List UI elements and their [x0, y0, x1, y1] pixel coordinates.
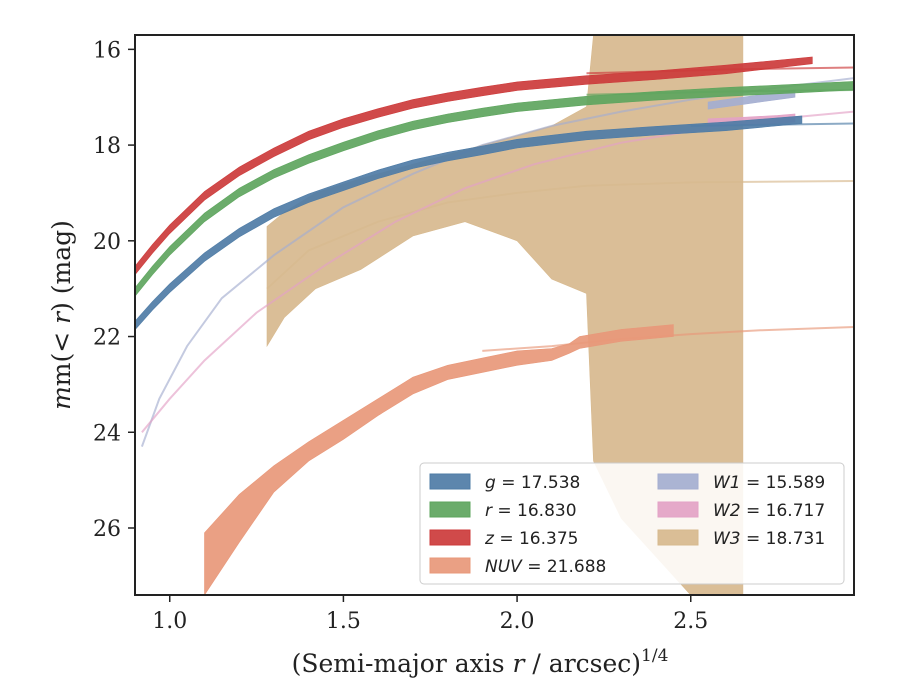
legend-label: W2 = 16.717 [713, 501, 825, 521]
legend-box [419, 462, 845, 585]
uncertainty-band-r [135, 81, 854, 297]
series-g [135, 115, 854, 331]
legend-item-w1: W1 = 15.589 [657, 473, 825, 493]
series-w1 [140, 77, 854, 447]
legend-label: g = 17.538 [485, 473, 580, 493]
legend-item-w2: W2 = 16.717 [657, 501, 825, 521]
legend-item-z: z = 16.375 [429, 529, 578, 549]
legend-item-nuv: NUV = 21.688 [429, 557, 606, 577]
uncertainty-band-z [135, 56, 813, 276]
x-axis-label: (Semi-major axis r / arcsec)1/4 [292, 646, 669, 678]
x-tick-label: 1.0 [152, 609, 187, 634]
model-curve-w1 [140, 77, 854, 447]
legend-swatch [429, 529, 471, 546]
legend-swatch [657, 529, 699, 546]
legend-item-g: g = 17.538 [429, 473, 580, 493]
series-layer [135, 35, 854, 595]
y-tick-label: 20 [93, 230, 121, 255]
legend-item-r: r = 16.830 [429, 501, 577, 521]
uncertainty-band-g [135, 115, 803, 331]
y-tick-label: 26 [93, 517, 121, 542]
legend-swatch [429, 473, 471, 490]
series-r [135, 81, 854, 297]
legend-item-w3: W3 = 18.731 [657, 529, 825, 549]
y-tick-label: 22 [93, 326, 121, 351]
y-tick-label: 16 [93, 38, 121, 63]
legend-swatch [429, 501, 471, 518]
plot-frame [134, 34, 855, 596]
uncertainty-band-w1 [707, 89, 796, 110]
y-tick-label: 18 [93, 134, 121, 159]
legend-swatch [429, 557, 471, 574]
x-tick-label: 2.5 [673, 609, 708, 634]
y-tick-label: 24 [93, 421, 121, 446]
series-z [135, 56, 854, 276]
y-axis: 16 18 20 22 24 26 [93, 38, 135, 542]
legend-label: r = 16.830 [485, 501, 577, 521]
y-axis-label: mm(< r) (mag) [47, 220, 76, 410]
x-tick-label: 2.0 [500, 609, 535, 634]
series-nuv [204, 324, 854, 595]
legend-label: W3 = 18.731 [713, 529, 825, 549]
x-axis: 1.0 1.5 2.0 2.5 [152, 595, 708, 634]
legend-swatch [657, 501, 699, 518]
legend-label: z = 16.375 [484, 529, 578, 549]
legend-swatch [657, 473, 699, 490]
uncertainty-band-nuv [204, 324, 674, 595]
legend-label: NUV = 21.688 [485, 557, 606, 577]
legend-label: W1 = 15.589 [713, 473, 825, 493]
legend: g = 17.538 r = 16.830 z = 16.375 NUV = 21.6… [419, 462, 845, 585]
x-tick-label: 1.5 [326, 609, 361, 634]
